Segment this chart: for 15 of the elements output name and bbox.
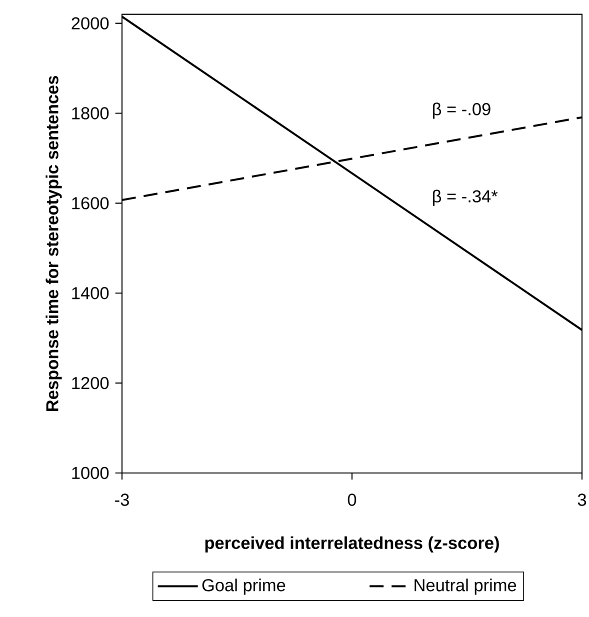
y-tick-label: 1400 — [72, 287, 109, 300]
y-tick-label: 1600 — [72, 197, 109, 210]
y-tick-label: 1800 — [72, 107, 109, 120]
legend-label: Goal prime — [202, 578, 286, 595]
annotation: β = -.09 — [432, 102, 490, 119]
y-tick-label: 1000 — [72, 466, 109, 480]
x-tick-label: 3 — [578, 494, 586, 506]
y-tick-label: 1200 — [72, 376, 109, 390]
legend-label: Neutral prime — [414, 578, 516, 595]
annotation: β = -.34* — [432, 190, 498, 206]
x-axis-title: perceived interrelatedness (z-score) — [205, 536, 499, 552]
x-tick-label: 0 — [348, 494, 356, 506]
y-axis-title: Response time for stereotypic sentences — [46, 76, 62, 411]
y-tick-label: 2000 — [72, 17, 109, 30]
x-tick-label: -3 — [115, 494, 129, 506]
